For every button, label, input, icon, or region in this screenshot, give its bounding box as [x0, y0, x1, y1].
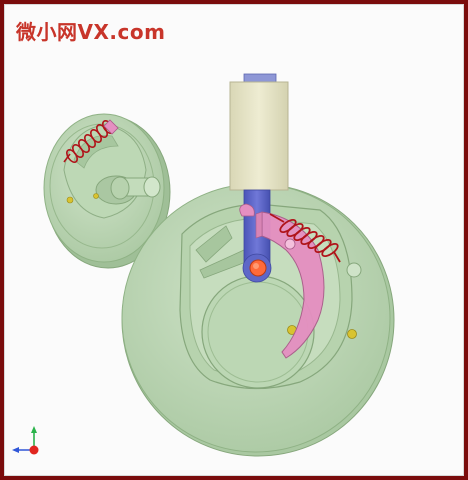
ratchet-tooth-1: [195, 225, 233, 263]
pawl: [239, 203, 325, 359]
slider-block: [229, 81, 289, 191]
large-disk-pin-2: [347, 329, 357, 339]
small-disk-shaft: [95, 175, 161, 205]
spring-anchor: [346, 262, 362, 278]
large-spring: [269, 213, 341, 263]
small-disk-pin-2: [93, 193, 99, 199]
xyz-axis-icon: [12, 426, 39, 455]
watermark-text: 微小网VX.com: [16, 20, 166, 44]
small-rear-disk: [43, 113, 171, 269]
slider-assembly: [229, 73, 289, 283]
roller: [249, 259, 267, 277]
small-disk-pin-1: [66, 196, 74, 204]
watermark-logo: 微小网VX.com: [16, 16, 165, 45]
